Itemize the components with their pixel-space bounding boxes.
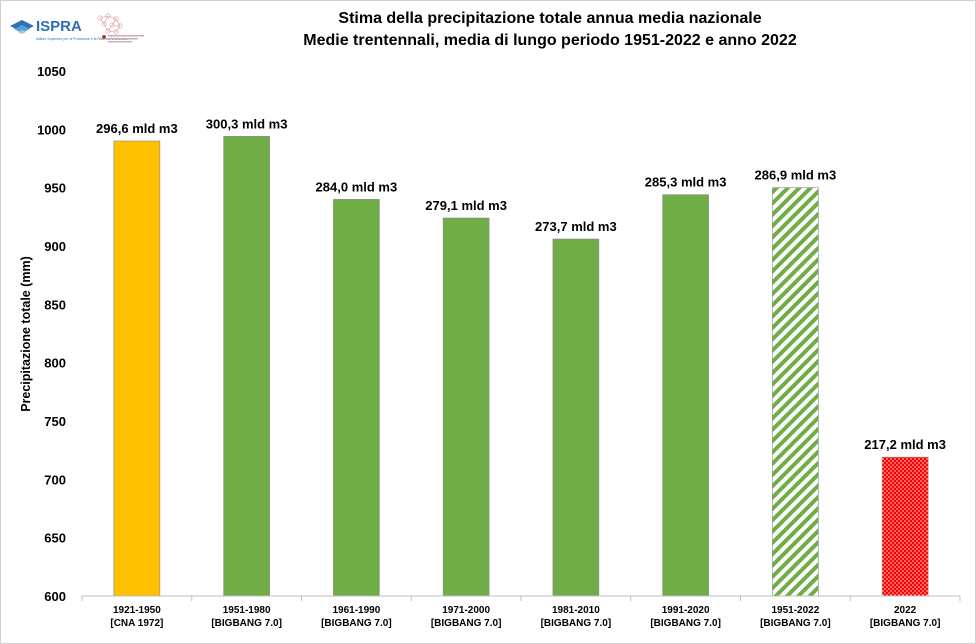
x-tick-label: [BIGBANG 7.0]: [321, 618, 392, 629]
logo-text: ISPRA: [36, 18, 82, 35]
bar: [772, 187, 819, 597]
x-tick-label: [BIGBANG 7.0]: [211, 618, 282, 629]
data-label: 273,7 mld m3: [535, 219, 617, 234]
x-tick-label: 1921-1950: [113, 605, 161, 616]
x-tick-label: [CNA 1972]: [110, 618, 163, 629]
network-graphic-icon: [97, 13, 123, 35]
bar: [223, 136, 270, 597]
data-label: 285,3 mld m3: [645, 175, 727, 190]
data-label: 217,2 mld m3: [864, 437, 946, 452]
data-label: 279,1 mld m3: [425, 198, 507, 213]
bar: [442, 217, 490, 597]
data-label: 284,0 mld m3: [316, 179, 398, 194]
y-axis-label: Precipitazione totale (mm): [19, 256, 33, 412]
y-tick-label: 1000: [37, 122, 66, 137]
y-tick-label: 800: [44, 356, 66, 371]
y-tick-label: 950: [44, 181, 66, 196]
x-tick-label: 1951-2022: [771, 605, 819, 616]
data-labels-group: 296,6 mld m3 300,3 mld m3 284,0 mld m3 279,…: [96, 116, 946, 452]
logo-graphic: ISPRA Istituto Superiore per la Protezio…: [10, 13, 144, 43]
y-tick-label: 850: [44, 297, 66, 312]
y-tick-label: 700: [44, 472, 66, 487]
x-tick-label: 1961-1990: [332, 605, 380, 616]
y-tick-label: 900: [44, 239, 66, 254]
bar: [552, 238, 600, 597]
logo-subtext: Istituto Superiore per la Protezione e l…: [36, 37, 128, 41]
x-tick-label: 1991-2020: [662, 605, 710, 616]
data-label: 286,9 mld m3: [755, 168, 837, 183]
data-label: 296,6 mld m3: [96, 121, 178, 136]
bar: [333, 199, 380, 597]
y-tick-label: 750: [44, 414, 66, 429]
x-tick-label: [BIGBANG 7.0]: [760, 618, 831, 629]
x-tick-label: [BIGBANG 7.0]: [650, 618, 721, 629]
x-tick-label: [BIGBANG 7.0]: [431, 618, 502, 629]
data-label: 300,3 mld m3: [206, 116, 288, 131]
x-tick-label: 2022: [894, 605, 917, 616]
y-tick-label: 650: [44, 531, 66, 546]
x-tick-label: 1971-2000: [442, 605, 490, 616]
ispra-logo: ISPRA Istituto Superiore per la Protezio…: [8, 12, 178, 48]
bar: [662, 194, 709, 597]
chart-title-line1: Stima della precipitazione totale annua …: [338, 10, 762, 27]
x-axis: 1921-1950 [CNA 1972] 1951-1980 [BIGBANG 7.0…: [81, 596, 961, 629]
chart-title-line2: Medie trentennali, media di lungo period…: [303, 32, 797, 49]
bars-group: [113, 136, 929, 597]
y-axis: 600 650 700 750 800 850 900 950 1000 1050: [37, 64, 66, 604]
x-tick-label: [BIGBANG 7.0]: [870, 618, 941, 629]
x-tick-label: [BIGBANG 7.0]: [541, 618, 612, 629]
x-tick-label: 1981-2010: [552, 605, 600, 616]
chart-title: Stima della precipitazione totale annua …: [200, 8, 900, 52]
x-tick-label: 1951-1980: [223, 605, 271, 616]
y-tick-label: 1050: [37, 64, 66, 79]
bar: [881, 456, 929, 597]
bar: [113, 140, 161, 597]
y-tick-label: 600: [44, 589, 66, 604]
